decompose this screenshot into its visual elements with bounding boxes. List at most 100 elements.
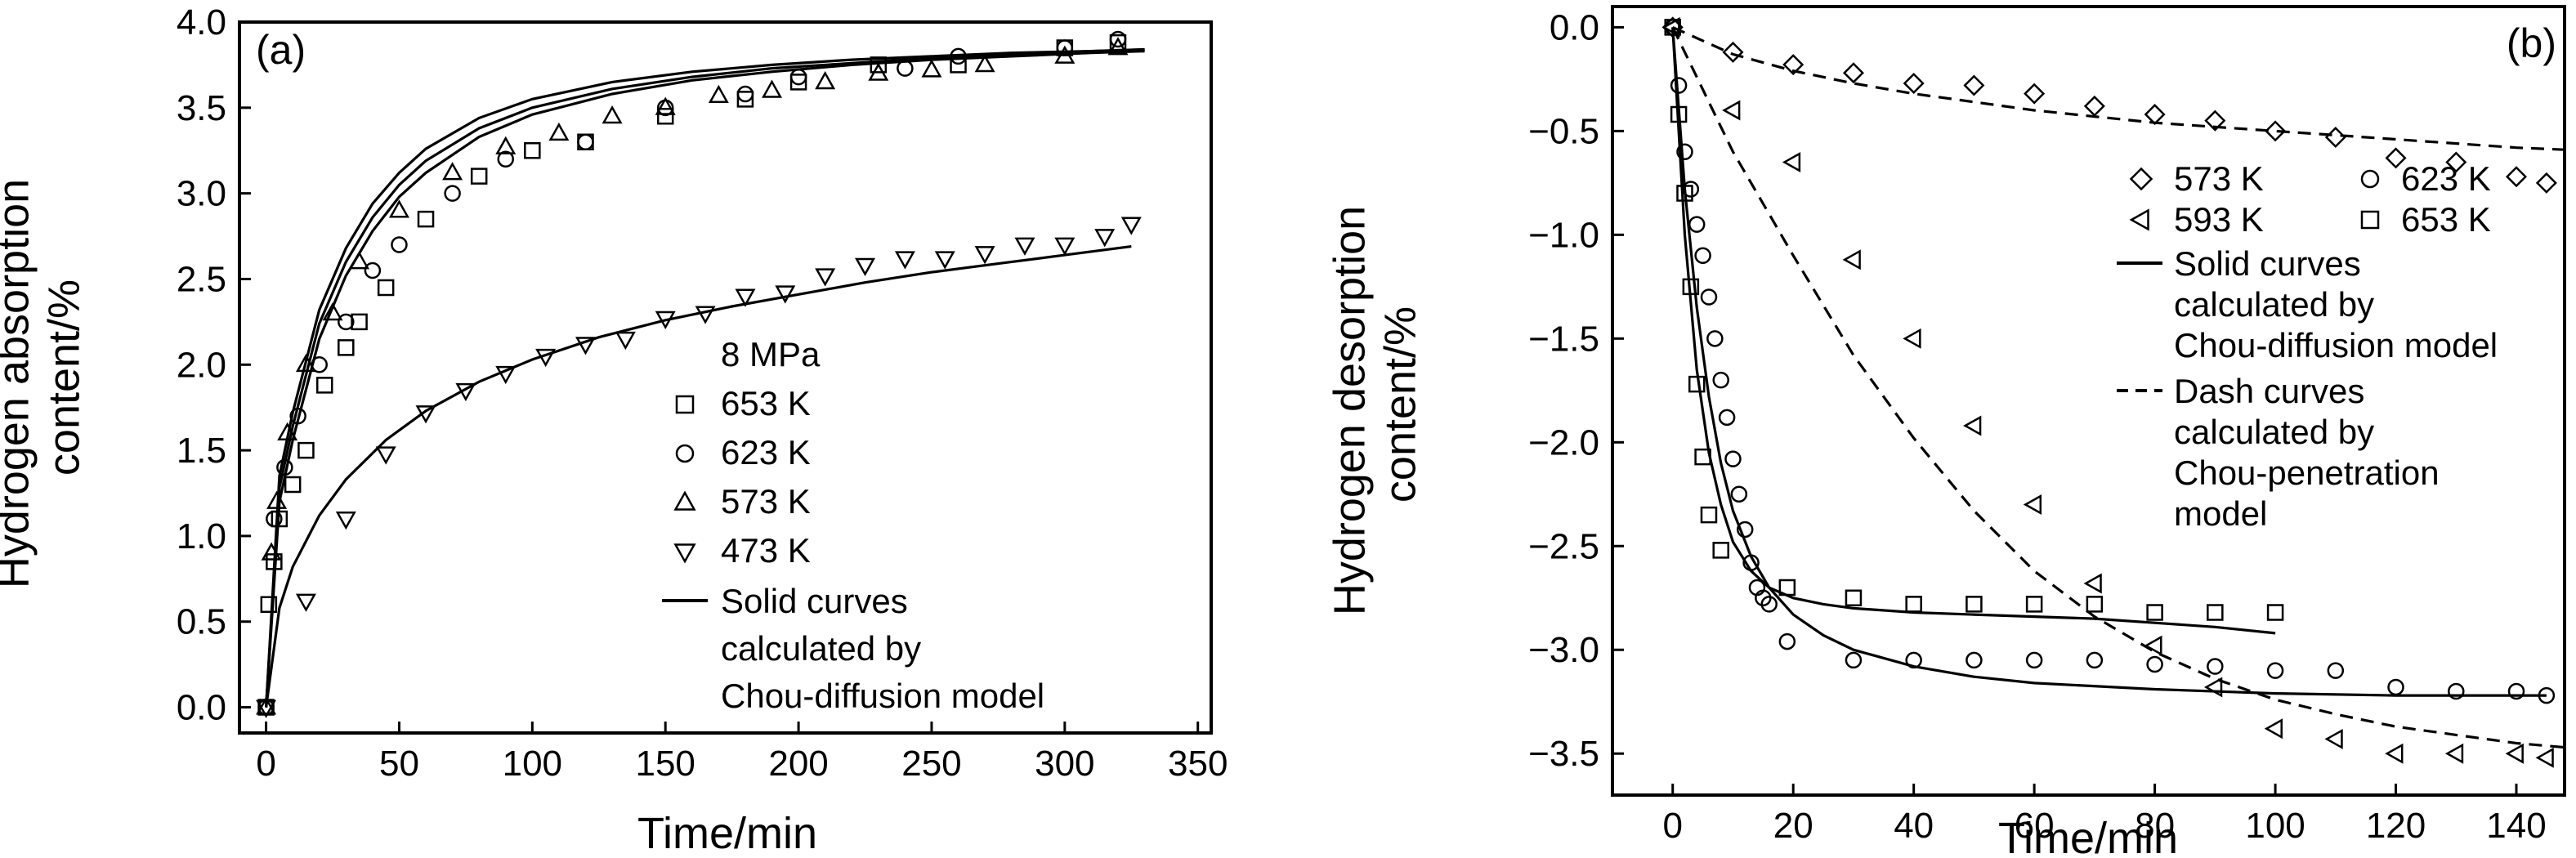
point-b-653-k-12 bbox=[2025, 596, 2043, 613]
point-b-623-k-4 bbox=[1688, 216, 1706, 233]
legend-b-markers bbox=[2129, 167, 2380, 231]
panel-b-x-tick-label-3: 60 bbox=[2015, 806, 2055, 846]
panel-b-y-axis-title-line-2: content/% bbox=[1376, 306, 1425, 503]
point-b-623-k-28 bbox=[2448, 682, 2465, 700]
fit-a-solid-curve-3 bbox=[265, 245, 1132, 708]
point-b-623-k-10 bbox=[1724, 450, 1742, 467]
point-a-653-k-18 bbox=[950, 56, 967, 74]
point-a-573-k-10 bbox=[548, 122, 570, 141]
point-b-623-k-23 bbox=[2146, 655, 2163, 673]
point-a-473-k-10 bbox=[655, 311, 676, 330]
point-a-623-k-6 bbox=[364, 261, 382, 279]
panel-b: (b) 0.0 −0.5 −1.0 −1.5 −2.0 −2.5 −3.0 −3.5 0 20 4… bbox=[1326, 5, 2566, 858]
point-b-653-k-1 bbox=[1670, 105, 1688, 123]
point-a-653-k-7 bbox=[338, 339, 355, 356]
point-a-653-k-10 bbox=[417, 210, 435, 228]
point-b-573-k-4 bbox=[1903, 72, 1925, 94]
point-b-653-k-16 bbox=[2266, 604, 2284, 621]
point-a-573-k-1 bbox=[261, 542, 282, 561]
legend-a-marker-653-k bbox=[675, 395, 695, 414]
point-a-573-k-17 bbox=[921, 59, 942, 78]
point-a-623-k-16 bbox=[1056, 39, 1074, 56]
point-b-573-k-14 bbox=[2505, 166, 2528, 188]
point-b-623-k-27 bbox=[2387, 678, 2404, 696]
point-a-473-k-19 bbox=[1014, 237, 1035, 256]
point-a-573-k-20 bbox=[1107, 37, 1129, 56]
point-a-573-k-11 bbox=[602, 105, 623, 124]
point-b-593-k-2 bbox=[1782, 151, 1801, 172]
point-b-573-k-1 bbox=[1722, 41, 1744, 63]
panel-b-x-tick-label-0: 0 bbox=[1662, 806, 1682, 846]
point-b-653-k-4 bbox=[1688, 375, 1706, 393]
panel-a-x-tick-label-2: 100 bbox=[503, 744, 562, 784]
point-a-653-k-12 bbox=[524, 141, 541, 159]
point-b-573-k-2 bbox=[1782, 54, 1805, 76]
point-a-573-k-3 bbox=[277, 422, 298, 441]
point-a-653-k-1 bbox=[260, 596, 278, 614]
point-a-653-k-17 bbox=[870, 56, 888, 74]
legend-b-marker-573-k bbox=[2129, 167, 2153, 191]
fit-b-solid-curve-0 bbox=[1671, 27, 2547, 697]
legend-a-label-623k: 623 K bbox=[721, 433, 811, 471]
point-b-623-k-7 bbox=[1706, 330, 1724, 347]
panel-b-x-tick-label-6: 120 bbox=[2366, 806, 2426, 846]
legend-b-label-573k: 573 K bbox=[2174, 159, 2264, 198]
panel-b-y-tick-label-5: −2.5 bbox=[1528, 526, 1599, 566]
point-b-653-k-2 bbox=[1676, 185, 1693, 202]
point-b-653-k-6 bbox=[1700, 506, 1718, 524]
point-a-573-k-6 bbox=[349, 251, 370, 270]
panel-b-x-tick-label-5: 100 bbox=[2245, 806, 2305, 846]
panel-a-y-tick-label-8: 4.0 bbox=[177, 2, 226, 42]
point-a-473-k-0 bbox=[256, 699, 277, 718]
fit-b-dash-curve-0 bbox=[1672, 25, 2565, 151]
point-b-573-k-7 bbox=[2083, 95, 2105, 117]
panel-b-x-tick-label-4: 80 bbox=[2135, 806, 2175, 846]
legend-a-solid-text-3: Chou-diffusion model bbox=[721, 677, 1044, 715]
point-a-473-k-11 bbox=[695, 306, 716, 324]
point-b-573-k-13 bbox=[2445, 151, 2467, 173]
point-a-473-k-12 bbox=[735, 288, 756, 307]
panel-a: (a) 0.0 0.5 1.0 1.5 2.0 2.5 3.0 3.5 4.0 0 50 100 15… bbox=[0, 2, 1228, 858]
point-a-473-k-18 bbox=[974, 246, 995, 265]
panel-a-y-axis-title: Hydrogen absorption content/% bbox=[0, 167, 89, 588]
panel-a-data-points bbox=[256, 30, 1142, 718]
point-a-653-k-16 bbox=[789, 74, 807, 91]
point-a-473-k-16 bbox=[894, 251, 915, 270]
panel-b-fit-curves bbox=[1671, 25, 2565, 749]
point-b-573-k-11 bbox=[2324, 126, 2346, 149]
point-b-623-k-25 bbox=[2266, 662, 2284, 679]
point-b-573-k-8 bbox=[2144, 104, 2166, 126]
point-b-653-k-7 bbox=[1712, 542, 1729, 559]
point-a-473-k-2 bbox=[335, 512, 356, 530]
point-b-623-k-22 bbox=[2086, 651, 2104, 669]
point-b-593-k-15 bbox=[2535, 747, 2554, 768]
point-a-623-k-8 bbox=[444, 185, 461, 202]
point-a-473-k-9 bbox=[615, 331, 636, 351]
panel-a-x-tick-label-4: 200 bbox=[768, 744, 828, 784]
point-a-623-k-7 bbox=[391, 236, 408, 253]
panel-b-y-axis-title-line-1: Hydrogen desorption bbox=[1326, 206, 1375, 615]
panel-b-y-tick-label-1: −0.5 bbox=[1528, 111, 1599, 151]
legend-a-title: 8 MPa bbox=[721, 335, 821, 373]
panel-b-x-tick-label-1: 20 bbox=[1773, 806, 1813, 846]
legend-a-label-653k: 653 K bbox=[721, 384, 811, 422]
point-a-623-k-10 bbox=[577, 133, 594, 150]
point-b-653-k-13 bbox=[2086, 596, 2104, 613]
point-b-623-k-18 bbox=[1845, 651, 1863, 669]
panel-b-data-points bbox=[1661, 16, 2557, 768]
panel-b-x-tick-label-7: 140 bbox=[2486, 806, 2546, 846]
point-b-593-k-11 bbox=[2324, 728, 2343, 749]
point-b-653-k-14 bbox=[2146, 604, 2163, 621]
point-a-473-k-20 bbox=[1054, 237, 1076, 256]
point-a-653-k-6 bbox=[315, 377, 333, 394]
point-a-573-k-8 bbox=[442, 162, 463, 181]
panel-a-x-axis-title: Time/min bbox=[637, 809, 817, 858]
point-b-623-k-3 bbox=[1682, 181, 1700, 198]
point-a-653-k-4 bbox=[284, 476, 302, 494]
panel-b-legend: 573 K 623 K 593 K 653 K Solid curves cal… bbox=[2117, 159, 2498, 533]
point-a-473-k-4 bbox=[415, 405, 436, 424]
point-b-593-k-13 bbox=[2444, 743, 2464, 764]
point-a-623-k-1 bbox=[266, 510, 283, 528]
point-a-573-k-5 bbox=[322, 302, 343, 321]
point-a-623-k-15 bbox=[950, 47, 967, 65]
